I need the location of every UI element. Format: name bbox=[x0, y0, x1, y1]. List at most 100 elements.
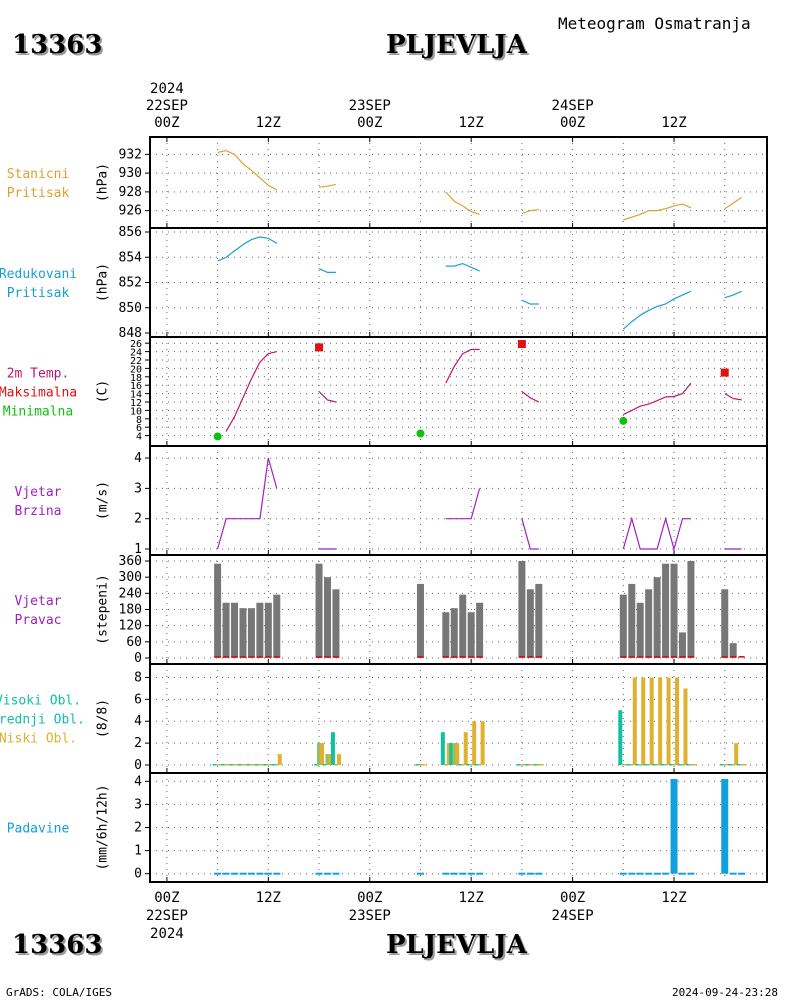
y-tick-label: 8 bbox=[134, 670, 142, 685]
cloud-bar-low bbox=[235, 764, 240, 766]
direction-marker bbox=[316, 656, 323, 658]
cloud-bar-high bbox=[229, 764, 234, 766]
series-line bbox=[521, 209, 539, 214]
precip-trace bbox=[214, 872, 222, 875]
direction-bar bbox=[214, 563, 222, 658]
y-tick-label: 0 bbox=[134, 867, 142, 882]
precip-trace bbox=[518, 872, 526, 875]
series-line bbox=[623, 203, 692, 221]
y-tick-label: 3 bbox=[134, 797, 142, 812]
cloud-bar-high bbox=[669, 764, 674, 766]
y-tick-label: 4 bbox=[134, 451, 142, 466]
y-tick-label: 3 bbox=[134, 481, 142, 496]
series-line bbox=[623, 382, 692, 416]
series-line bbox=[318, 183, 337, 188]
direction-bar bbox=[662, 563, 670, 658]
direction-marker bbox=[679, 656, 686, 658]
cloud-bar-mid bbox=[722, 764, 727, 766]
y-tick-label: 930 bbox=[119, 166, 142, 181]
direction-bar bbox=[653, 577, 661, 658]
y-tick-label: 22 bbox=[130, 356, 142, 367]
cloud-bar-low bbox=[320, 743, 325, 765]
cloud-bar-high bbox=[254, 764, 259, 766]
direction-marker bbox=[476, 656, 483, 658]
y-tick-label: 928 bbox=[119, 185, 142, 200]
direction-marker bbox=[687, 656, 694, 658]
direction-bar bbox=[721, 589, 729, 658]
cloud-bar-low bbox=[446, 743, 451, 765]
direction-marker bbox=[468, 656, 475, 658]
direction-marker bbox=[637, 656, 644, 658]
y-tick-label: 8 bbox=[136, 415, 142, 426]
direction-bar bbox=[450, 608, 458, 658]
cloud-bar-high bbox=[237, 764, 242, 766]
series-line bbox=[521, 518, 539, 550]
panel-label: Pravac bbox=[15, 613, 62, 628]
cloud-bar-mid bbox=[663, 764, 668, 766]
cloud-bar-mid bbox=[528, 764, 533, 766]
generation-timestamp: 2024-09-24-23:28 bbox=[672, 986, 778, 999]
cloud-bar-low bbox=[531, 764, 536, 766]
direction-bar bbox=[518, 561, 526, 658]
precip-trace bbox=[619, 872, 627, 875]
panel-frame bbox=[149, 136, 768, 229]
direction-marker bbox=[620, 656, 627, 658]
panel-2 bbox=[145, 227, 768, 338]
precip-trace bbox=[687, 872, 695, 875]
cloud-bar-low bbox=[421, 764, 426, 766]
direction-bar bbox=[459, 594, 467, 658]
direction-marker bbox=[332, 656, 339, 658]
cloud-bar-mid bbox=[249, 764, 254, 766]
panel-5 bbox=[145, 554, 768, 665]
panel-label: Pritisak bbox=[7, 286, 70, 301]
series-line bbox=[217, 149, 278, 191]
precip-trace bbox=[323, 872, 331, 875]
series-line bbox=[724, 393, 742, 401]
cloud-bar-mid bbox=[443, 764, 448, 766]
cloud-bar-mid bbox=[536, 764, 541, 766]
cloud-bar-high bbox=[516, 764, 521, 766]
direction-bar bbox=[670, 563, 678, 658]
precip-trace bbox=[662, 872, 670, 875]
time-tick-label-top: 00Z bbox=[560, 115, 585, 131]
cloud-bar-high bbox=[660, 764, 665, 766]
direction-marker bbox=[662, 656, 669, 658]
cloud-bar-mid bbox=[477, 764, 482, 766]
cloud-bar-mid bbox=[266, 764, 271, 766]
direction-bar bbox=[645, 589, 653, 658]
footer-station-id: 13363 bbox=[12, 930, 103, 960]
series-line bbox=[318, 391, 337, 403]
cloud-bar-high bbox=[677, 764, 682, 766]
cloud-bar-high bbox=[643, 764, 648, 766]
cloud-bar-low bbox=[277, 754, 282, 765]
date-label-bottom: 24SEP bbox=[552, 908, 594, 924]
panel-label: Niski Obl. bbox=[0, 732, 77, 747]
series-line bbox=[724, 197, 742, 210]
cloud-bar-low bbox=[641, 677, 646, 765]
precip-trace bbox=[247, 872, 255, 875]
precip-trace bbox=[315, 872, 323, 875]
panel-label: Redukovani bbox=[0, 267, 77, 282]
cloud-bar-low bbox=[218, 764, 223, 766]
y-tick-label: 2 bbox=[134, 736, 142, 751]
panel-3 bbox=[145, 336, 768, 447]
y-tick-label: 300 bbox=[119, 570, 142, 585]
cloud-bar-mid bbox=[621, 764, 626, 766]
panel-label: Vjetar bbox=[15, 485, 62, 500]
cloud-bar-low bbox=[336, 754, 341, 765]
direction-marker bbox=[645, 656, 652, 658]
cloud-bar-high bbox=[474, 764, 479, 766]
direction-bar bbox=[323, 577, 331, 658]
cloud-bar-mid bbox=[731, 764, 736, 766]
direction-bar bbox=[467, 612, 475, 658]
direction-bar bbox=[222, 602, 230, 658]
cloud-bar-low bbox=[463, 732, 468, 765]
direction-marker bbox=[273, 656, 280, 658]
time-tick-label-top: 12Z bbox=[256, 115, 281, 131]
precip-trace bbox=[450, 872, 458, 875]
direction-marker bbox=[535, 656, 542, 658]
precip-bar bbox=[721, 779, 729, 874]
precip-trace bbox=[222, 872, 230, 875]
panel-label: Brzina bbox=[15, 504, 62, 519]
cloud-bar-high bbox=[440, 732, 445, 765]
